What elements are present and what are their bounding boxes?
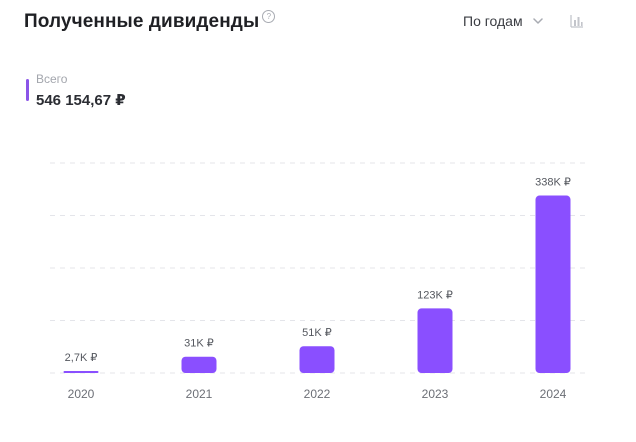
chart-title: Полученные дивиденды: [24, 11, 260, 32]
x-tick-label-2021: 2021: [186, 387, 213, 401]
total-summary: Всего 546 154,67 ₽: [26, 72, 126, 110]
x-tick-label-2023: 2023: [422, 387, 449, 401]
total-value: 546 154,67 ₽: [36, 92, 126, 109]
period-select-label: По годам: [463, 13, 523, 29]
x-tick-label-2020: 2020: [68, 387, 95, 401]
title-row: Полученные дивиденды ?: [24, 10, 276, 34]
bar-2022[interactable]: [299, 346, 335, 373]
x-tick-label-2024: 2024: [540, 387, 567, 401]
bar-2020[interactable]: [63, 371, 99, 373]
x-tick-label-2022: 2022: [304, 387, 331, 401]
bar-2021[interactable]: [181, 356, 217, 373]
series-marker: [26, 79, 29, 101]
bar-2023[interactable]: [417, 308, 453, 373]
data-label-2024: 338K ₽: [535, 177, 571, 189]
total-label: Всего: [36, 72, 68, 86]
data-label-2022: 51K ₽: [302, 327, 332, 339]
bar-chart-icon[interactable]: [570, 14, 584, 33]
data-label-2023: 123K ₽: [417, 289, 453, 301]
bar-2024[interactable]: [535, 195, 571, 373]
data-label-2020: 2,7K ₽: [65, 352, 98, 364]
data-label-2021: 31K ₽: [184, 338, 214, 350]
period-select[interactable]: По годам: [463, 12, 543, 30]
help-icon[interactable]: ?: [262, 10, 276, 23]
chevron-down-icon: [532, 12, 543, 30]
